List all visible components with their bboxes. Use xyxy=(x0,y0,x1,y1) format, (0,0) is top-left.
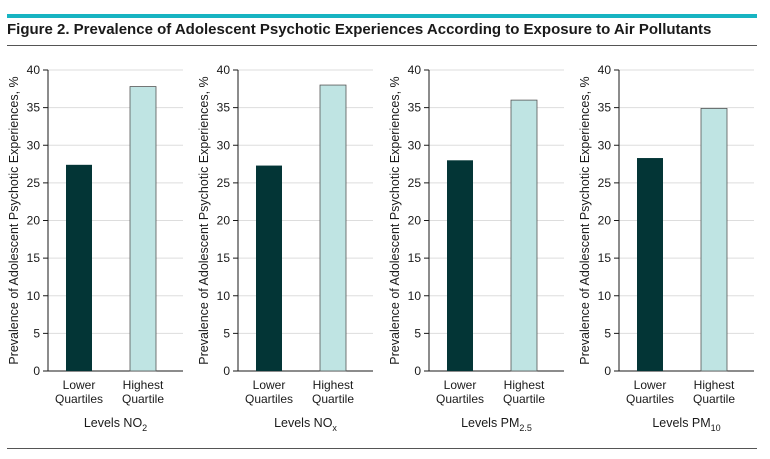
y-tick-label: 20 xyxy=(598,214,612,228)
y-tick-label: 35 xyxy=(598,101,612,115)
y-tick-label: 35 xyxy=(217,101,231,115)
y-tick-label: 10 xyxy=(598,289,612,303)
bar-lower-quartiles xyxy=(637,158,663,371)
y-tick-label: 20 xyxy=(217,214,231,228)
x-category-label: Quartile xyxy=(122,392,164,406)
y-tick-label: 30 xyxy=(598,138,612,152)
y-tick-label: 40 xyxy=(217,63,231,77)
bar-highest-quartile xyxy=(700,107,728,372)
y-tick-label: 25 xyxy=(408,176,422,190)
y-tick-label: 0 xyxy=(33,364,40,378)
bar-lower-quartiles xyxy=(66,164,92,371)
title-divider xyxy=(7,45,757,46)
y-tick-label: 15 xyxy=(27,251,41,265)
y-tick-label: 0 xyxy=(223,364,230,378)
y-tick-label: 25 xyxy=(598,176,612,190)
y-axis-label: Prevalence of Adolescent Psychotic Exper… xyxy=(578,76,592,364)
y-tick-label: 35 xyxy=(27,101,41,115)
x-axis-label: Levels NO2 xyxy=(84,416,147,433)
y-tick-label: 10 xyxy=(27,289,41,303)
bar-highest-quartile xyxy=(319,84,347,372)
y-tick-label: 30 xyxy=(217,138,231,152)
x-category-label: Highest xyxy=(694,378,735,392)
x-category-label: Quartiles xyxy=(626,392,674,406)
x-category-label: Quartiles xyxy=(55,392,103,406)
y-axis-label: Prevalence of Adolescent Psychotic Exper… xyxy=(197,76,211,364)
x-axis-label-subscript: 2.5 xyxy=(519,423,532,433)
bar-lower-quartiles xyxy=(256,165,282,371)
y-tick-label: 10 xyxy=(408,289,422,303)
bar-highest-quartile xyxy=(129,86,157,372)
x-category-label: Lower xyxy=(253,378,286,392)
x-category-label: Quartile xyxy=(503,392,545,406)
y-tick-label: 5 xyxy=(223,326,230,340)
y-tick-label: 0 xyxy=(604,364,611,378)
y-tick-label: 15 xyxy=(217,251,231,265)
y-axis-label: Prevalence of Adolescent Psychotic Exper… xyxy=(7,76,21,364)
y-tick-label: 20 xyxy=(27,214,41,228)
x-category-label: Quartile xyxy=(312,392,354,406)
x-axis-label-main: Levels PM xyxy=(652,416,710,430)
x-axis-label: Levels PM2.5 xyxy=(461,416,532,433)
y-tick-label: 30 xyxy=(408,138,422,152)
y-tick-label: 0 xyxy=(414,364,421,378)
y-tick-label: 35 xyxy=(408,101,422,115)
x-category-label: Highest xyxy=(123,378,164,392)
figure-title: Figure 2. Prevalence of Adolescent Psych… xyxy=(7,21,712,38)
y-tick-label: 5 xyxy=(414,326,421,340)
y-tick-label: 25 xyxy=(217,176,231,190)
x-axis-label-subscript: x xyxy=(332,423,337,433)
x-category-label: Lower xyxy=(444,378,477,392)
y-tick-label: 15 xyxy=(598,251,612,265)
y-tick-label: 40 xyxy=(598,63,612,77)
y-tick-label: 40 xyxy=(408,63,422,77)
x-category-label: Quartiles xyxy=(245,392,293,406)
x-axis-label: Levels NOx xyxy=(274,416,337,433)
x-axis-label: Levels PM10 xyxy=(652,416,720,433)
x-axis-label-main: Levels NO xyxy=(274,416,333,430)
x-axis-label-subscript: 10 xyxy=(711,423,721,433)
y-tick-label: 30 xyxy=(27,138,41,152)
x-category-label: Highest xyxy=(313,378,354,392)
figure-accent-rule xyxy=(7,14,757,18)
x-category-label: Quartiles xyxy=(436,392,484,406)
y-tick-label: 5 xyxy=(33,326,40,340)
x-category-label: Highest xyxy=(504,378,545,392)
y-tick-label: 10 xyxy=(217,289,231,303)
x-category-label: Quartile xyxy=(693,392,735,406)
y-axis-label: Prevalence of Adolescent Psychotic Exper… xyxy=(388,76,402,364)
y-tick-label: 15 xyxy=(408,251,422,265)
x-category-label: Lower xyxy=(63,378,96,392)
y-tick-label: 40 xyxy=(27,63,41,77)
y-tick-label: 5 xyxy=(604,326,611,340)
y-tick-label: 20 xyxy=(408,214,422,228)
bar-lower-quartiles xyxy=(447,160,473,371)
x-category-label: Lower xyxy=(634,378,667,392)
y-tick-label: 25 xyxy=(27,176,41,190)
x-axis-label-subscript: 2 xyxy=(142,423,147,433)
bottom-divider xyxy=(7,448,757,449)
bar-highest-quartile xyxy=(510,99,538,372)
x-axis-label-main: Levels PM xyxy=(461,416,519,430)
x-axis-label-main: Levels NO xyxy=(84,416,143,430)
